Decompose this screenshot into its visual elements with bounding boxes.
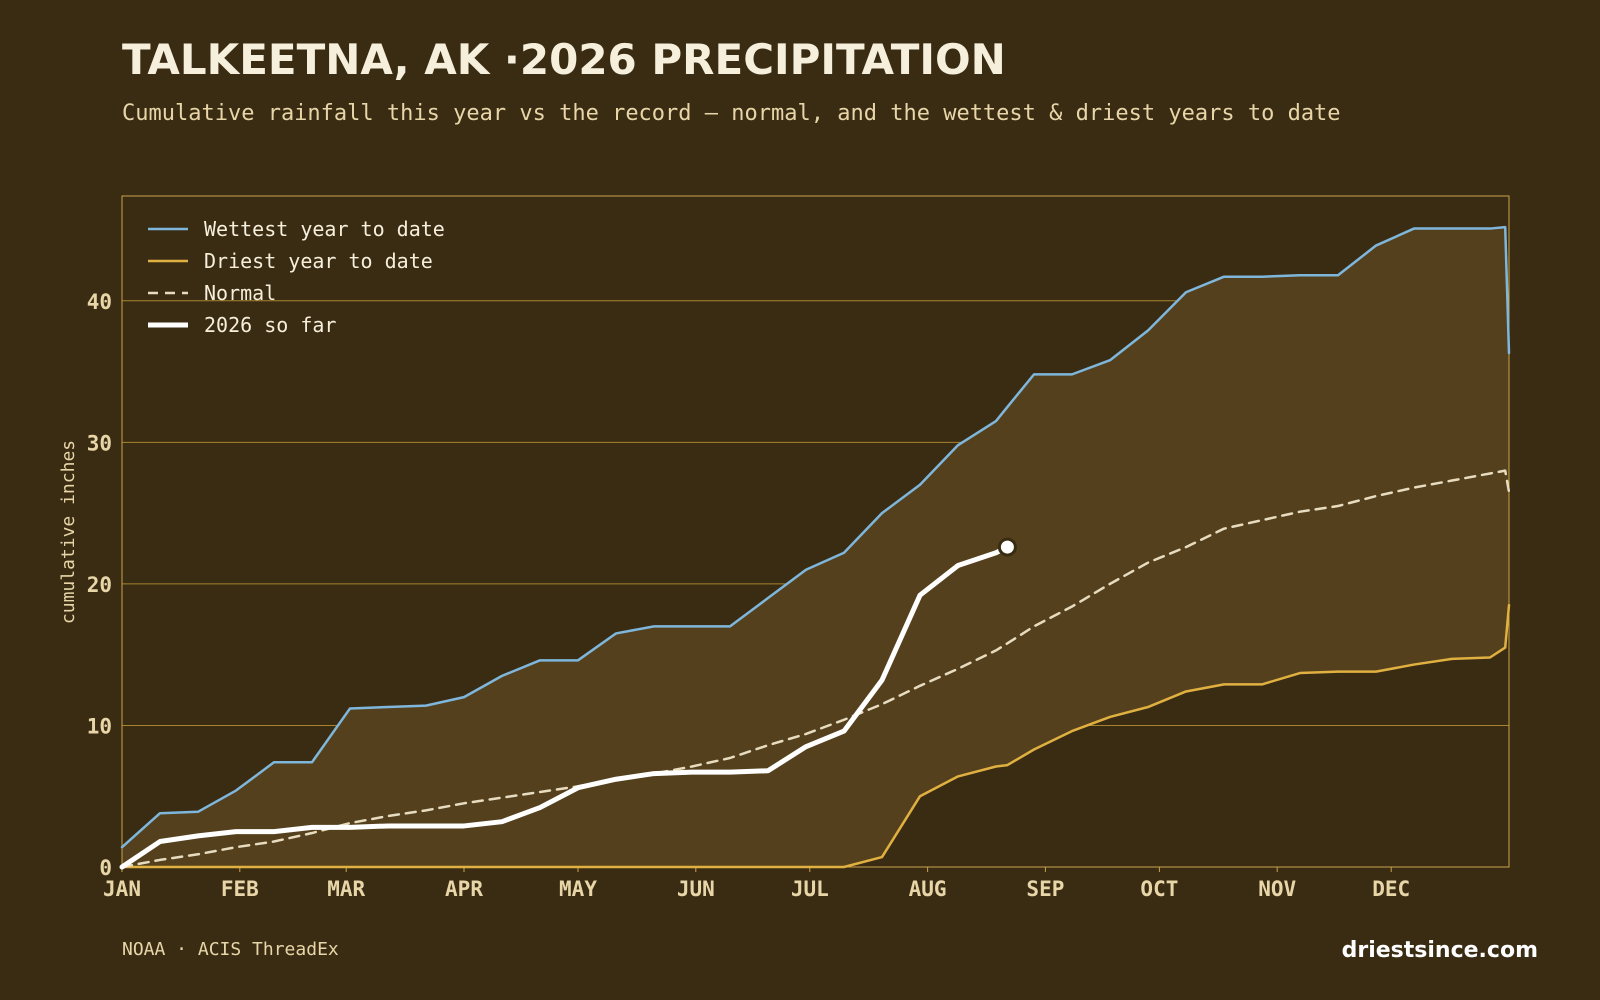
y-tick-label: 0 <box>99 856 112 880</box>
series-line <box>120 469 1511 869</box>
current-marker <box>997 537 1017 557</box>
x-tick-label: JAN <box>103 877 141 901</box>
y-tick-label: 30 <box>87 431 112 455</box>
range-band <box>122 227 1509 868</box>
y-tick-label: 40 <box>87 290 112 314</box>
x-tick-label: MAR <box>327 877 365 901</box>
legend-label: 2026 so far <box>204 313 336 337</box>
y-axis-label: cumulative inches <box>58 440 79 624</box>
series-line <box>119 544 1010 870</box>
x-tick-label: SEP <box>1026 877 1064 901</box>
y-tick-label: 20 <box>87 573 112 597</box>
x-tick-label: JUL <box>791 877 829 901</box>
chart-title: TALKEETNA, AK ·2026 PRECIPITATION <box>122 35 1006 84</box>
series-line <box>120 225 1511 849</box>
legend-label: Wettest year to date <box>204 217 445 241</box>
x-tick-label: NOV <box>1258 877 1296 901</box>
chart-subtitle: Cumulative rainfall this year vs the rec… <box>122 101 1341 126</box>
x-tick-label: JUN <box>677 877 715 901</box>
legend-label: Normal <box>204 281 276 305</box>
y-tick-label: 10 <box>87 714 112 738</box>
legend-label: Driest year to date <box>204 249 433 273</box>
series-line <box>120 603 1511 869</box>
x-tick-label: AUG <box>909 877 947 901</box>
x-tick-label: MAY <box>559 877 597 901</box>
brand: driestsince.com <box>1342 938 1538 963</box>
x-tick-label: DEC <box>1372 877 1410 901</box>
x-tick-label: OCT <box>1140 877 1178 901</box>
source: NOAA · ACIS ThreadEx <box>122 939 339 960</box>
x-tick-label: FEB <box>221 877 259 901</box>
x-tick-label: APR <box>445 877 483 901</box>
